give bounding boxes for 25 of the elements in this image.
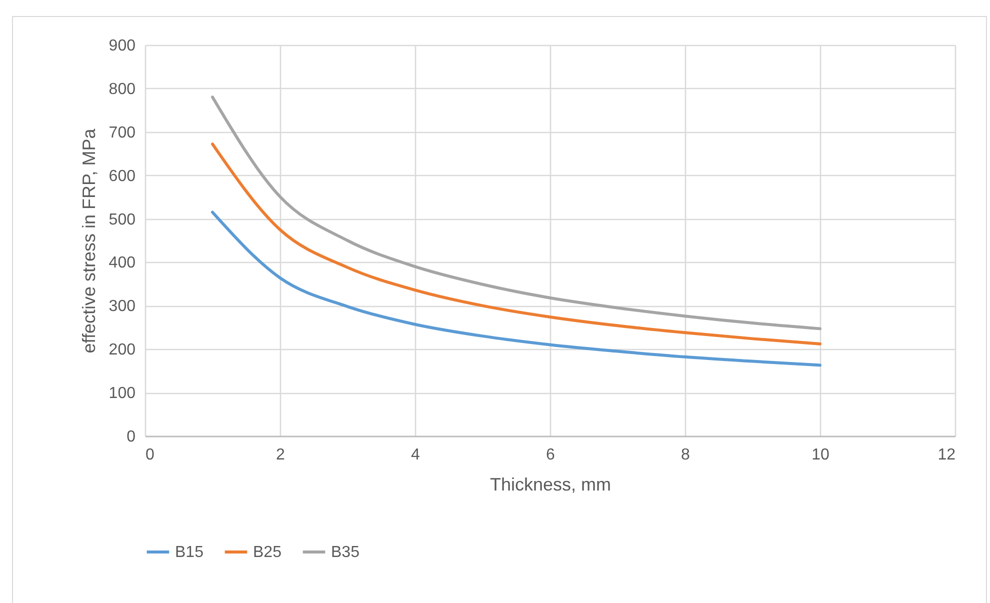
x-tick-label: 8 — [681, 446, 690, 464]
y-tick-label: 0 — [126, 428, 136, 446]
y-tick-label: 400 — [108, 254, 136, 272]
line-series — [211, 210, 822, 367]
line-series — [211, 142, 822, 346]
legend-label: B25 — [253, 544, 282, 561]
x-tick-label: 4 — [411, 446, 420, 464]
y-tick-label: 700 — [108, 124, 136, 142]
y-tick-label: 100 — [108, 385, 136, 402]
x-tick-label: 12 — [938, 446, 956, 464]
x-tick-label: 2 — [276, 446, 286, 464]
legend-label: B35 — [331, 544, 360, 561]
y-tick-label: 200 — [108, 342, 136, 359]
y-tick-label: 600 — [108, 168, 136, 185]
y-tick-label: 300 — [108, 298, 136, 316]
x-tick-label: 0 — [146, 446, 154, 464]
y-tick-label: 900 — [108, 38, 136, 54]
y-tick-label: 500 — [108, 211, 136, 228]
legend-label: B15 — [175, 544, 204, 561]
y-axis-title: effective stress in FRP, MPa — [78, 128, 99, 354]
x-axis-title: Thickness, mm — [490, 474, 612, 494]
x-tick-label: 10 — [812, 446, 830, 464]
line-series — [211, 96, 822, 330]
x-tick-label: 6 — [546, 446, 556, 464]
y-tick-label: 800 — [108, 80, 136, 98]
